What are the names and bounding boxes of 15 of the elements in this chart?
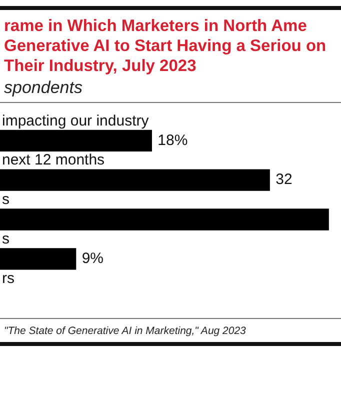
- bar: [0, 208, 329, 230]
- y-tick-label: next 12 months: [2, 152, 105, 169]
- data-label: 9%: [82, 250, 104, 268]
- chart-title: rame in Which Marketers in North Ame Generative AI to Start Having a Seriou on Their Industry, July 2023: [3, 16, 328, 76]
- y-tick-label: rs: [2, 270, 14, 287]
- y-tick-label: s: [2, 191, 10, 208]
- bar: [0, 169, 270, 191]
- data-label: 18%: [158, 132, 188, 149]
- bar: [0, 130, 152, 152]
- text: "The State of Generative AI in Marketing," Aug 2023: [0, 318, 341, 346]
- y-tick-label: impacting our industry: [2, 112, 150, 130]
- data-label: 32: [276, 171, 292, 188]
- y-tick-label: s: [2, 230, 10, 248]
- chart-subtitle: spondents: [0, 76, 341, 103]
- bar: [0, 248, 76, 270]
